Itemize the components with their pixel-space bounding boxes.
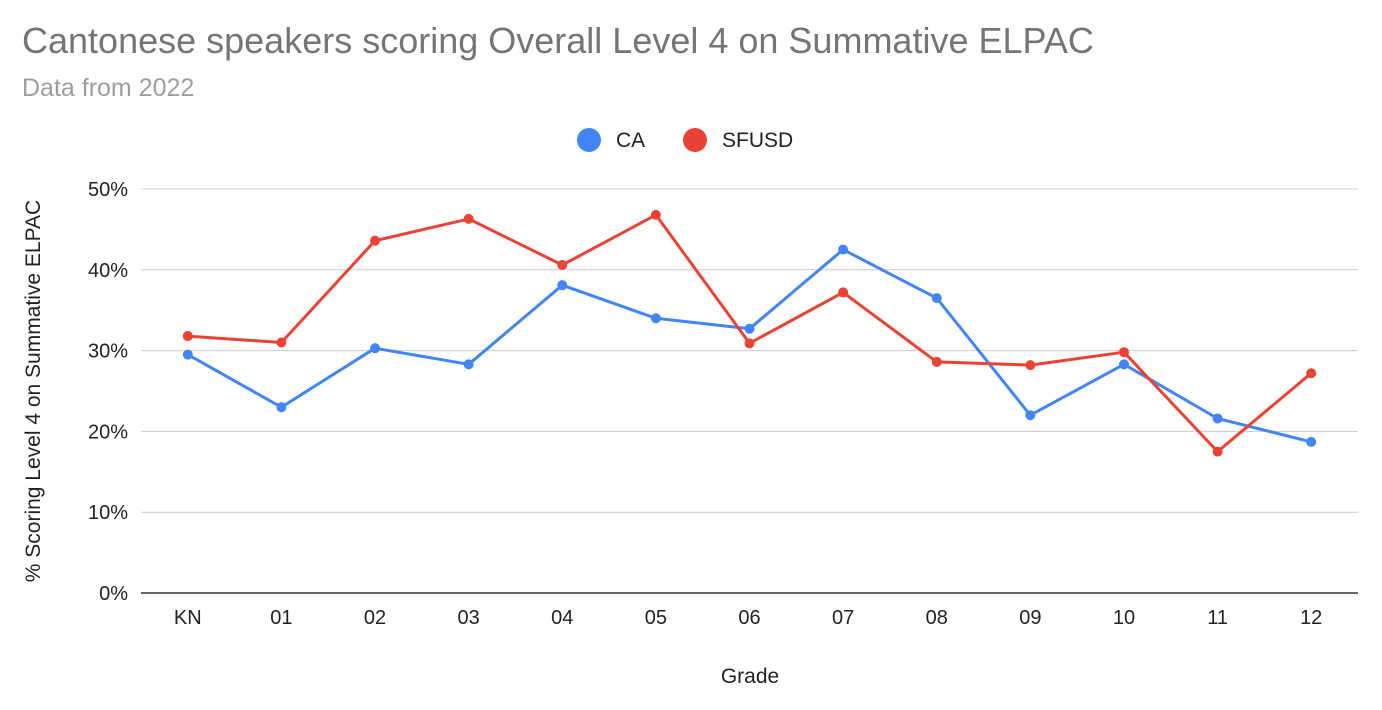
data-point-sfusd [276,337,287,348]
data-point-ca [931,293,942,304]
data-point-sfusd [1306,368,1317,379]
data-point-ca [1306,436,1317,447]
data-point-ca [744,323,755,334]
gridlines [141,188,1358,594]
x-tick-label: 03 [458,607,480,629]
y-tick-label: 30% [88,341,128,363]
legend-marker-sfusd [683,128,707,152]
x-axis-title: Grade [721,665,779,688]
data-point-ca [1118,359,1129,370]
x-tick-label: 05 [645,607,667,629]
data-point-ca [370,343,381,354]
x-tick-label: 01 [270,607,292,629]
y-axis-title: % Scoring Level 4 on Summative ELPAC [22,200,45,582]
y-tick-label: 0% [99,583,128,605]
x-tick-label: 02 [364,607,386,629]
data-point-sfusd [838,287,849,298]
data-point-ca [838,244,849,255]
data-point-sfusd [1118,347,1129,358]
data-point-sfusd [370,235,381,246]
legend-marker-ca [577,128,601,152]
legend-label-sfusd: SFUSD [722,129,793,152]
x-tick-label: 12 [1300,607,1322,629]
y-axis-ticks: 0% 10% 20% 30% 40% 50% [88,179,128,605]
data-point-sfusd [650,209,661,220]
data-point-ca [557,280,568,291]
legend-label-ca: CA [616,129,645,152]
data-point-sfusd [182,331,193,342]
chart-title: Cantonese speakers scoring Overall Level… [22,20,1094,61]
data-point-ca [1212,413,1223,424]
y-tick-label: 20% [88,421,128,443]
x-tick-label: 04 [551,607,573,629]
chart-subtitle: Data from 2022 [22,74,195,102]
series-group [182,209,1317,457]
data-point-ca [650,313,661,324]
x-tick-label: 07 [832,607,854,629]
data-point-sfusd [931,356,942,367]
y-tick-label: 10% [88,502,128,524]
data-point-sfusd [557,259,568,270]
legend: CA SFUSD [577,128,793,152]
x-tick-label: 11 [1207,607,1228,629]
data-point-ca [463,359,474,370]
x-tick-label: 10 [1113,607,1135,629]
x-tick-label: KN [174,607,202,629]
x-tick-label: 06 [738,607,760,629]
data-point-sfusd [1025,360,1036,371]
x-tick-label: 09 [1019,607,1041,629]
data-point-sfusd [744,338,755,349]
data-point-sfusd [463,213,474,224]
data-point-ca [182,349,193,360]
y-tick-label: 40% [88,260,128,282]
x-axis-ticks: KN 01 02 03 04 05 06 07 08 09 10 11 12 [174,607,1322,629]
x-tick-label: 08 [926,607,948,629]
data-point-ca [276,402,287,413]
data-point-sfusd [1212,446,1223,457]
data-point-ca [1025,410,1036,421]
y-tick-label: 50% [88,179,128,201]
